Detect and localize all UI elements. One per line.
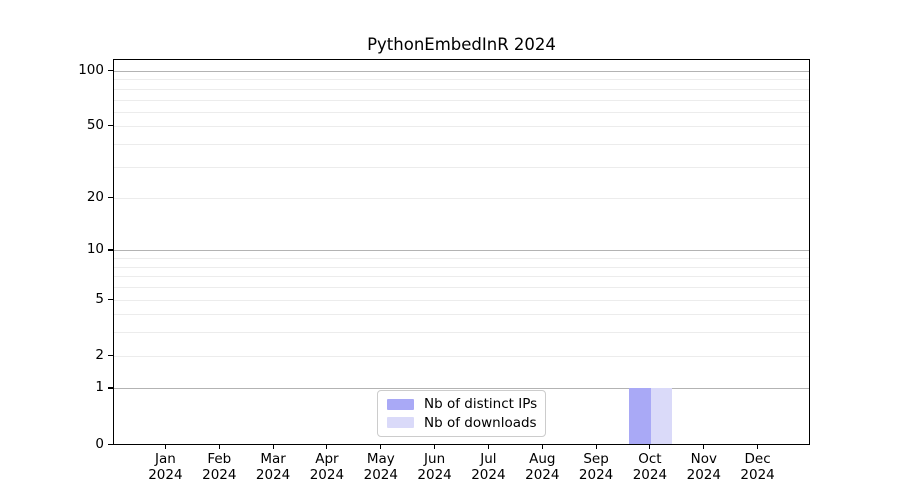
- gridline-30: [114, 166, 809, 168]
- gridline-5: [114, 299, 809, 301]
- y-tick-label-1: 1: [95, 379, 104, 396]
- x-tick-label-feb: Feb 2024: [202, 450, 237, 484]
- x-tick-jun: [434, 444, 436, 449]
- y-tick-1: [108, 387, 113, 389]
- x-tick-aug: [541, 444, 543, 449]
- legend-item-downloads: Nb of downloads: [387, 414, 537, 431]
- gridline-6: [114, 287, 809, 288]
- legend: Nb of distinct IPs Nb of downloads: [377, 390, 546, 437]
- gridline-2: [114, 355, 809, 357]
- gridline-7: [114, 276, 809, 278]
- gridline-10: [114, 250, 809, 252]
- x-tick-may: [380, 444, 382, 449]
- y-tick-100: [108, 70, 113, 72]
- y-tick-label-20: 20: [86, 189, 104, 206]
- y-tick-label-2: 2: [95, 346, 104, 363]
- bar-distinct-ips-oct: [629, 388, 651, 445]
- gridline-20: [114, 198, 809, 200]
- x-tick-mar: [272, 444, 274, 449]
- gridline-50: [114, 126, 809, 128]
- gridline-60: [114, 111, 809, 113]
- gridline-80: [114, 88, 809, 90]
- y-tick-label-100: 100: [78, 62, 104, 78]
- x-tick-label-sep: Sep 2024: [578, 450, 614, 484]
- x-tick-sep: [595, 444, 597, 449]
- legend-label-distinct-ips: Nb of distinct IPs: [424, 396, 538, 413]
- y-tick-2: [108, 354, 113, 356]
- gridline-1: [114, 388, 809, 390]
- x-tick-oct: [649, 444, 651, 449]
- gridline-100: [114, 71, 809, 72]
- bar-downloads-oct: [650, 388, 673, 445]
- y-tick-label-5: 5: [95, 290, 104, 307]
- plot-area: Nb of distinct IPs Nb of downloads: [113, 59, 810, 445]
- gridline-40: [114, 144, 809, 145]
- y-tick-label-10: 10: [86, 241, 104, 258]
- gridline-9: [114, 258, 809, 260]
- gridline-4: [114, 314, 809, 316]
- x-tick-jul: [487, 444, 489, 449]
- x-tick-label-jan: Jan 2024: [148, 450, 183, 484]
- x-tick-jan: [164, 444, 166, 449]
- x-tick-feb: [218, 444, 220, 449]
- gridline-70: [114, 99, 809, 101]
- legend-item-distinct-ips: Nb of distinct IPs: [387, 396, 538, 413]
- x-tick-label-jun: Jun 2024: [417, 450, 452, 484]
- x-tick-apr: [326, 444, 328, 449]
- x-tick-label-mar: Mar 2024: [255, 450, 291, 484]
- x-tick-label-oct: Oct 2024: [632, 450, 668, 484]
- gridline-8: [114, 266, 809, 268]
- legend-swatch-distinct-ips: [387, 398, 414, 410]
- legend-label-downloads: Nb of downloads: [424, 414, 537, 431]
- x-tick-label-aug: Aug 2024: [525, 450, 560, 484]
- gridline-3: [114, 332, 809, 334]
- y-tick-5: [108, 298, 113, 300]
- gridline-90: [114, 79, 809, 81]
- x-tick-label-nov: Nov 2024: [686, 450, 721, 484]
- y-tick-20: [108, 197, 113, 199]
- legend-swatch-downloads: [387, 417, 414, 429]
- chart-title: PythonEmbedInR 2024: [367, 35, 556, 54]
- x-tick-label-apr: Apr 2024: [309, 450, 345, 484]
- x-tick-label-may: May 2024: [363, 450, 398, 484]
- y-tick-label-50: 50: [86, 117, 104, 134]
- x-tick-nov: [703, 444, 705, 449]
- x-tick-label-dec: Dec 2024: [740, 450, 775, 484]
- y-tick-0: [108, 443, 113, 445]
- x-tick-label-jul: Jul 2024: [471, 450, 506, 484]
- y-tick-50: [108, 125, 113, 127]
- y-tick-10: [108, 249, 113, 251]
- x-tick-dec: [757, 444, 759, 449]
- y-tick-label-0: 0: [95, 435, 104, 452]
